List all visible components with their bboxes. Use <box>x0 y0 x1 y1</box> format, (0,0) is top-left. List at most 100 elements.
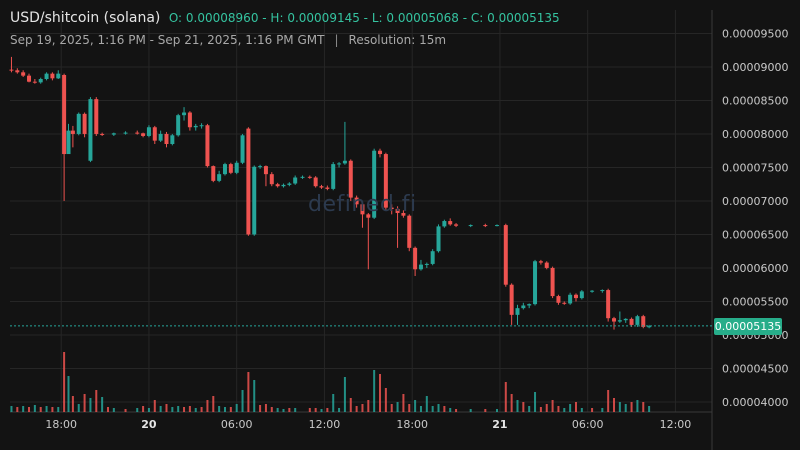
volume-bar <box>308 408 311 412</box>
candle <box>360 202 365 228</box>
candle-body <box>182 112 187 116</box>
candle <box>337 162 342 168</box>
candle-body <box>600 290 605 292</box>
candle-body <box>15 70 20 73</box>
candle <box>515 304 520 325</box>
candle <box>468 224 473 228</box>
low-value: 0.00005068 <box>386 11 459 25</box>
volume-bar <box>390 404 393 412</box>
candle <box>170 133 175 146</box>
candle <box>366 213 371 270</box>
candle <box>263 165 268 187</box>
candle-body <box>100 133 105 135</box>
candle <box>573 293 578 302</box>
candle-body <box>76 113 81 134</box>
candle-body <box>27 75 32 82</box>
volume-bar <box>551 400 554 412</box>
date-range: Sep 19, 2025, 1:16 PM - Sep 21, 2025, 1:… <box>10 33 325 47</box>
candle <box>56 70 61 80</box>
candles <box>9 56 652 330</box>
volume-bar <box>431 406 434 412</box>
candle <box>612 316 617 330</box>
candle <box>152 125 157 144</box>
volume-bar <box>229 407 232 412</box>
volume-bar <box>642 402 645 412</box>
candle <box>135 130 140 135</box>
candle-body <box>515 308 520 315</box>
volume-bar <box>77 404 80 412</box>
close-value: 0.00005135 <box>487 11 560 25</box>
candle-body <box>568 294 573 304</box>
candle <box>418 259 423 271</box>
price-axis[interactable]: 0.000040000.000045000.000050000.00005500… <box>722 27 788 409</box>
high-value: 0.00009145 <box>287 11 360 25</box>
volume-bar <box>51 407 54 412</box>
candle-body <box>550 267 555 297</box>
volume-bar <box>39 407 42 412</box>
volume-bar <box>437 404 440 412</box>
candle-body <box>623 318 628 321</box>
candle <box>331 162 336 191</box>
volume-bar <box>67 376 70 412</box>
candle-body <box>606 290 611 319</box>
volume-bar <box>259 405 262 412</box>
candle <box>100 132 105 136</box>
candle <box>568 292 573 305</box>
volume-bar <box>574 402 577 412</box>
candle <box>164 131 169 148</box>
volume-bar <box>253 380 256 412</box>
candle <box>550 266 555 299</box>
candle-body <box>88 99 93 161</box>
candle <box>413 246 418 276</box>
resolution-label[interactable]: Resolution: 15m <box>348 33 447 47</box>
candle <box>281 183 286 188</box>
volume-bar <box>534 392 537 412</box>
candle-body <box>527 304 532 306</box>
candle-body <box>401 213 406 216</box>
candle <box>590 290 595 293</box>
volume-bar <box>469 409 472 412</box>
price-tick-label: 0.00007000 <box>722 195 788 208</box>
candle-body <box>269 174 274 185</box>
candle-body <box>50 73 55 79</box>
volume-bar <box>63 352 66 412</box>
candle <box>342 121 347 165</box>
volume-bar <box>408 404 411 412</box>
low-label: L: <box>371 11 383 25</box>
candle-body <box>240 135 245 163</box>
volume-bar <box>343 377 346 412</box>
volume-bar <box>282 409 285 412</box>
candle <box>424 262 429 268</box>
candle <box>483 223 488 228</box>
candle <box>395 206 400 248</box>
candle-body <box>307 176 312 178</box>
candle-body <box>193 125 198 128</box>
candle-body <box>430 251 435 264</box>
price-tick-label: 0.00009500 <box>722 27 788 40</box>
candle <box>606 288 611 322</box>
candle-body <box>164 133 169 144</box>
volume-bar <box>142 406 145 412</box>
volume-bar <box>171 407 174 412</box>
candle-body <box>495 225 500 227</box>
candle <box>307 175 312 179</box>
volume-bar <box>223 407 226 412</box>
candle-body <box>293 177 298 184</box>
candle <box>187 111 192 131</box>
volume-bar <box>402 394 405 412</box>
candle <box>407 214 412 252</box>
candle <box>495 224 500 227</box>
candle-body <box>579 291 584 299</box>
candle-body <box>319 186 324 188</box>
candle-body <box>617 320 622 322</box>
candle <box>527 303 532 309</box>
candle <box>389 204 394 215</box>
time-axis[interactable]: 18:00 20 06:00 12:00 18:00 21 06:00 12:00 <box>45 418 691 431</box>
candle-body <box>418 264 423 270</box>
volume-bar <box>10 406 13 412</box>
candle-body <box>222 164 227 175</box>
volume-bar <box>601 408 604 412</box>
candle <box>325 185 330 191</box>
time-tick-label: 06:00 <box>572 418 604 431</box>
